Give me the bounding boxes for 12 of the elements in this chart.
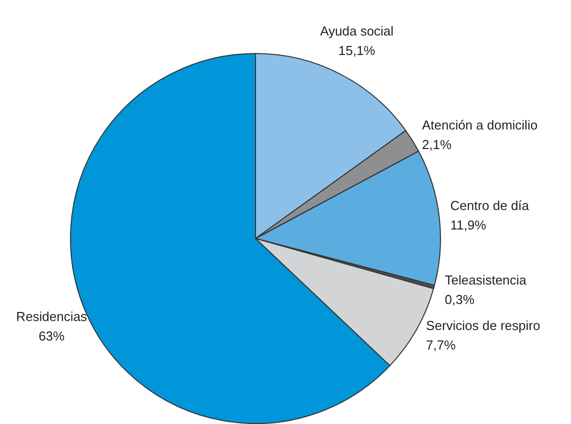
slice-label: Servicios de respiro	[426, 318, 540, 334]
data-label: 2,1%	[422, 137, 452, 152]
data-label: 0,3%	[444, 292, 475, 308]
slice-label: Atención a domicilio	[422, 118, 538, 133]
slice-label: Teleasistencia	[444, 272, 528, 288]
data-label: 7,7%	[426, 338, 456, 353]
slice-label: Ayuda social	[320, 24, 394, 39]
slice-label: Centro de día	[450, 198, 530, 214]
data-label: 63%	[38, 328, 66, 344]
data-label: 15,1%	[338, 43, 376, 58]
data-label: 11,9%	[450, 218, 487, 233]
slice-label: Residencias	[16, 309, 88, 324]
